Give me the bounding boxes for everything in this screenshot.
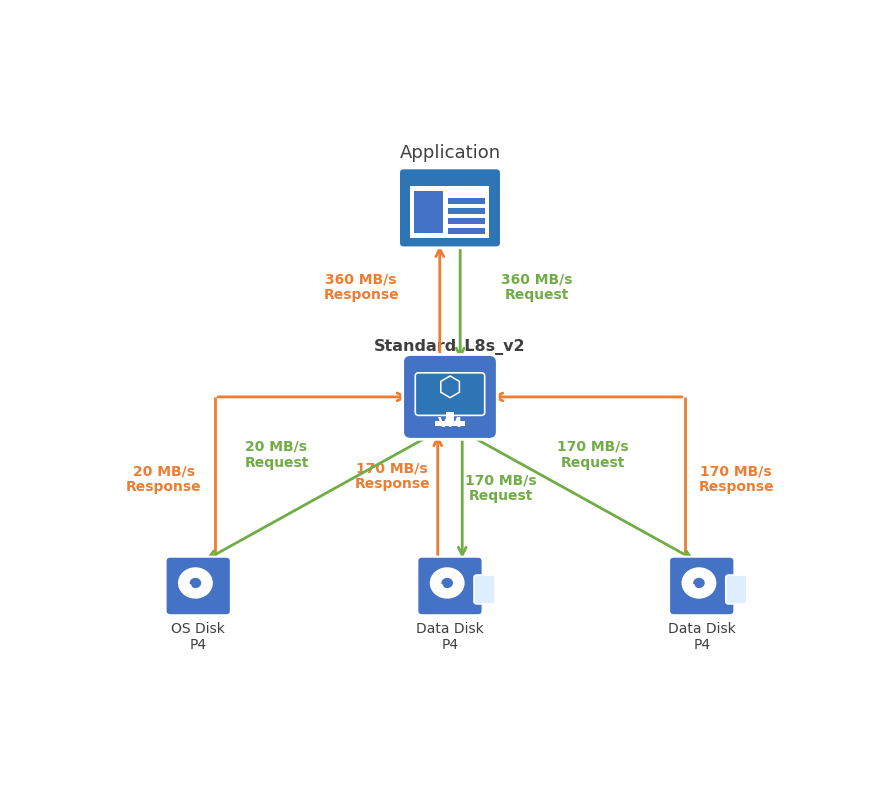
Text: OS Disk
P4: OS Disk P4 [171, 622, 225, 652]
Text: ⬡: ⬡ [438, 375, 461, 402]
Text: 360 MB/s
Response: 360 MB/s Response [323, 272, 398, 303]
Text: Data Disk
P4: Data Disk P4 [416, 622, 483, 652]
FancyBboxPatch shape [417, 557, 482, 615]
Circle shape [440, 577, 453, 588]
FancyBboxPatch shape [435, 421, 464, 426]
FancyBboxPatch shape [413, 192, 442, 233]
Circle shape [179, 568, 212, 598]
FancyBboxPatch shape [448, 198, 484, 204]
Circle shape [681, 568, 715, 598]
Text: Standard_L8s_v2: Standard_L8s_v2 [374, 338, 525, 355]
Text: Data Disk
P4: Data Disk P4 [667, 622, 735, 652]
FancyBboxPatch shape [446, 413, 453, 424]
Circle shape [690, 584, 695, 588]
Text: 20 MB/s
Request: 20 MB/s Request [244, 440, 309, 470]
Text: Application: Application [399, 144, 500, 162]
Circle shape [188, 584, 191, 588]
FancyBboxPatch shape [166, 557, 231, 615]
Text: 170 MB/s
Response: 170 MB/s Response [697, 464, 774, 494]
FancyBboxPatch shape [448, 208, 484, 214]
FancyBboxPatch shape [415, 373, 484, 415]
FancyBboxPatch shape [398, 168, 501, 248]
FancyBboxPatch shape [668, 557, 733, 615]
Text: VM: VM [438, 416, 461, 430]
Text: 170 MB/s
Request: 170 MB/s Request [465, 474, 536, 504]
Text: 360 MB/s
Request: 360 MB/s Request [501, 272, 572, 303]
Circle shape [692, 577, 704, 588]
Circle shape [430, 568, 463, 598]
FancyBboxPatch shape [403, 355, 496, 440]
FancyBboxPatch shape [725, 575, 746, 604]
Text: 170 MB/s
Request: 170 MB/s Request [556, 440, 628, 470]
FancyBboxPatch shape [448, 218, 484, 224]
Circle shape [438, 584, 443, 588]
FancyBboxPatch shape [474, 575, 495, 604]
Text: 170 MB/s
Response: 170 MB/s Response [354, 461, 430, 491]
FancyBboxPatch shape [448, 227, 484, 234]
FancyBboxPatch shape [410, 186, 488, 238]
Circle shape [189, 577, 202, 588]
Text: 20 MB/s
Response: 20 MB/s Response [125, 464, 202, 494]
